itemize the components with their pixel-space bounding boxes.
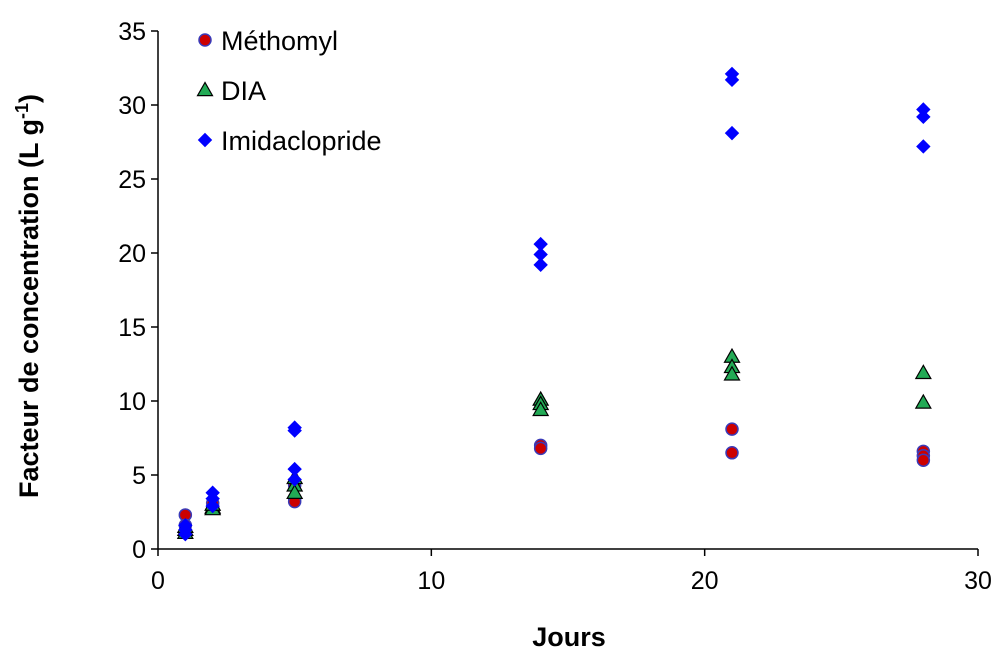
data-point-imidaclopride bbox=[916, 139, 931, 154]
data-point-imidaclopride bbox=[178, 526, 193, 542]
y-tick-label: 5 bbox=[132, 462, 146, 490]
legend-label-dia: DIA bbox=[221, 76, 266, 106]
legend-marker-dia bbox=[196, 81, 214, 97]
data-point-imidaclopride bbox=[724, 72, 740, 88]
data-point-methomyl bbox=[533, 441, 548, 456]
data-point-imidaclopride bbox=[916, 109, 931, 125]
x-tick-label: 0 bbox=[151, 567, 165, 595]
legend-item-dia: DIA bbox=[196, 76, 266, 106]
data-point-dia bbox=[914, 364, 932, 380]
legend-label-imidaclopride: Imidaclopride bbox=[221, 126, 382, 156]
series-dia bbox=[176, 347, 932, 539]
y-tick-label: 35 bbox=[118, 18, 146, 46]
data-point-dia bbox=[914, 393, 932, 409]
y-tick-label: 0 bbox=[132, 536, 146, 564]
data-point-methomyl bbox=[916, 453, 931, 467]
axes bbox=[151, 30, 979, 556]
x-tick-label: 20 bbox=[691, 567, 719, 595]
data-point-imidaclopride bbox=[287, 423, 302, 438]
y-tick-label: 20 bbox=[118, 240, 146, 268]
y-axis-title-end: ) bbox=[14, 94, 44, 103]
legend: Méthomyl DIA Imidaclopride bbox=[196, 26, 382, 156]
x-tick-label: 30 bbox=[964, 567, 992, 595]
legend-marker-imidaclopride bbox=[197, 132, 213, 148]
y-tick-label: 25 bbox=[118, 166, 146, 194]
x-tick-label: 10 bbox=[417, 567, 445, 595]
data-point-methomyl bbox=[725, 422, 739, 436]
data-point-imidaclopride bbox=[205, 498, 220, 514]
y-tick-label: 15 bbox=[118, 314, 146, 342]
tick-labels: 0 5 10 15 20 25 30 35 0 10 20 30 bbox=[118, 18, 992, 595]
data-point-imidaclopride bbox=[533, 257, 548, 273]
legend-label-methomyl: Méthomyl bbox=[221, 26, 338, 56]
series-imidaclopride bbox=[178, 66, 931, 542]
legend-item-methomyl: Méthomyl bbox=[198, 26, 338, 56]
x-axis-title: Jours bbox=[532, 622, 606, 652]
y-axis-title-main: Facteur de concentration (L g bbox=[14, 119, 44, 498]
y-tick-label: 30 bbox=[118, 92, 146, 120]
data-point-dia bbox=[723, 365, 741, 381]
data-point-dia bbox=[286, 484, 304, 499]
legend-marker-methomyl bbox=[198, 33, 212, 47]
data-point-imidaclopride bbox=[287, 472, 302, 487]
data-point-methomyl bbox=[725, 446, 739, 460]
y-axis-title-superscript: -1 bbox=[12, 103, 32, 119]
data-points bbox=[176, 66, 932, 542]
data-point-dia bbox=[532, 401, 550, 417]
y-tick-label: 10 bbox=[118, 388, 146, 416]
data-point-imidaclopride bbox=[724, 125, 740, 141]
legend-item-imidaclopride: Imidaclopride bbox=[197, 126, 382, 156]
y-axis-title: Facteur de concentration (L g-1) bbox=[12, 94, 44, 498]
